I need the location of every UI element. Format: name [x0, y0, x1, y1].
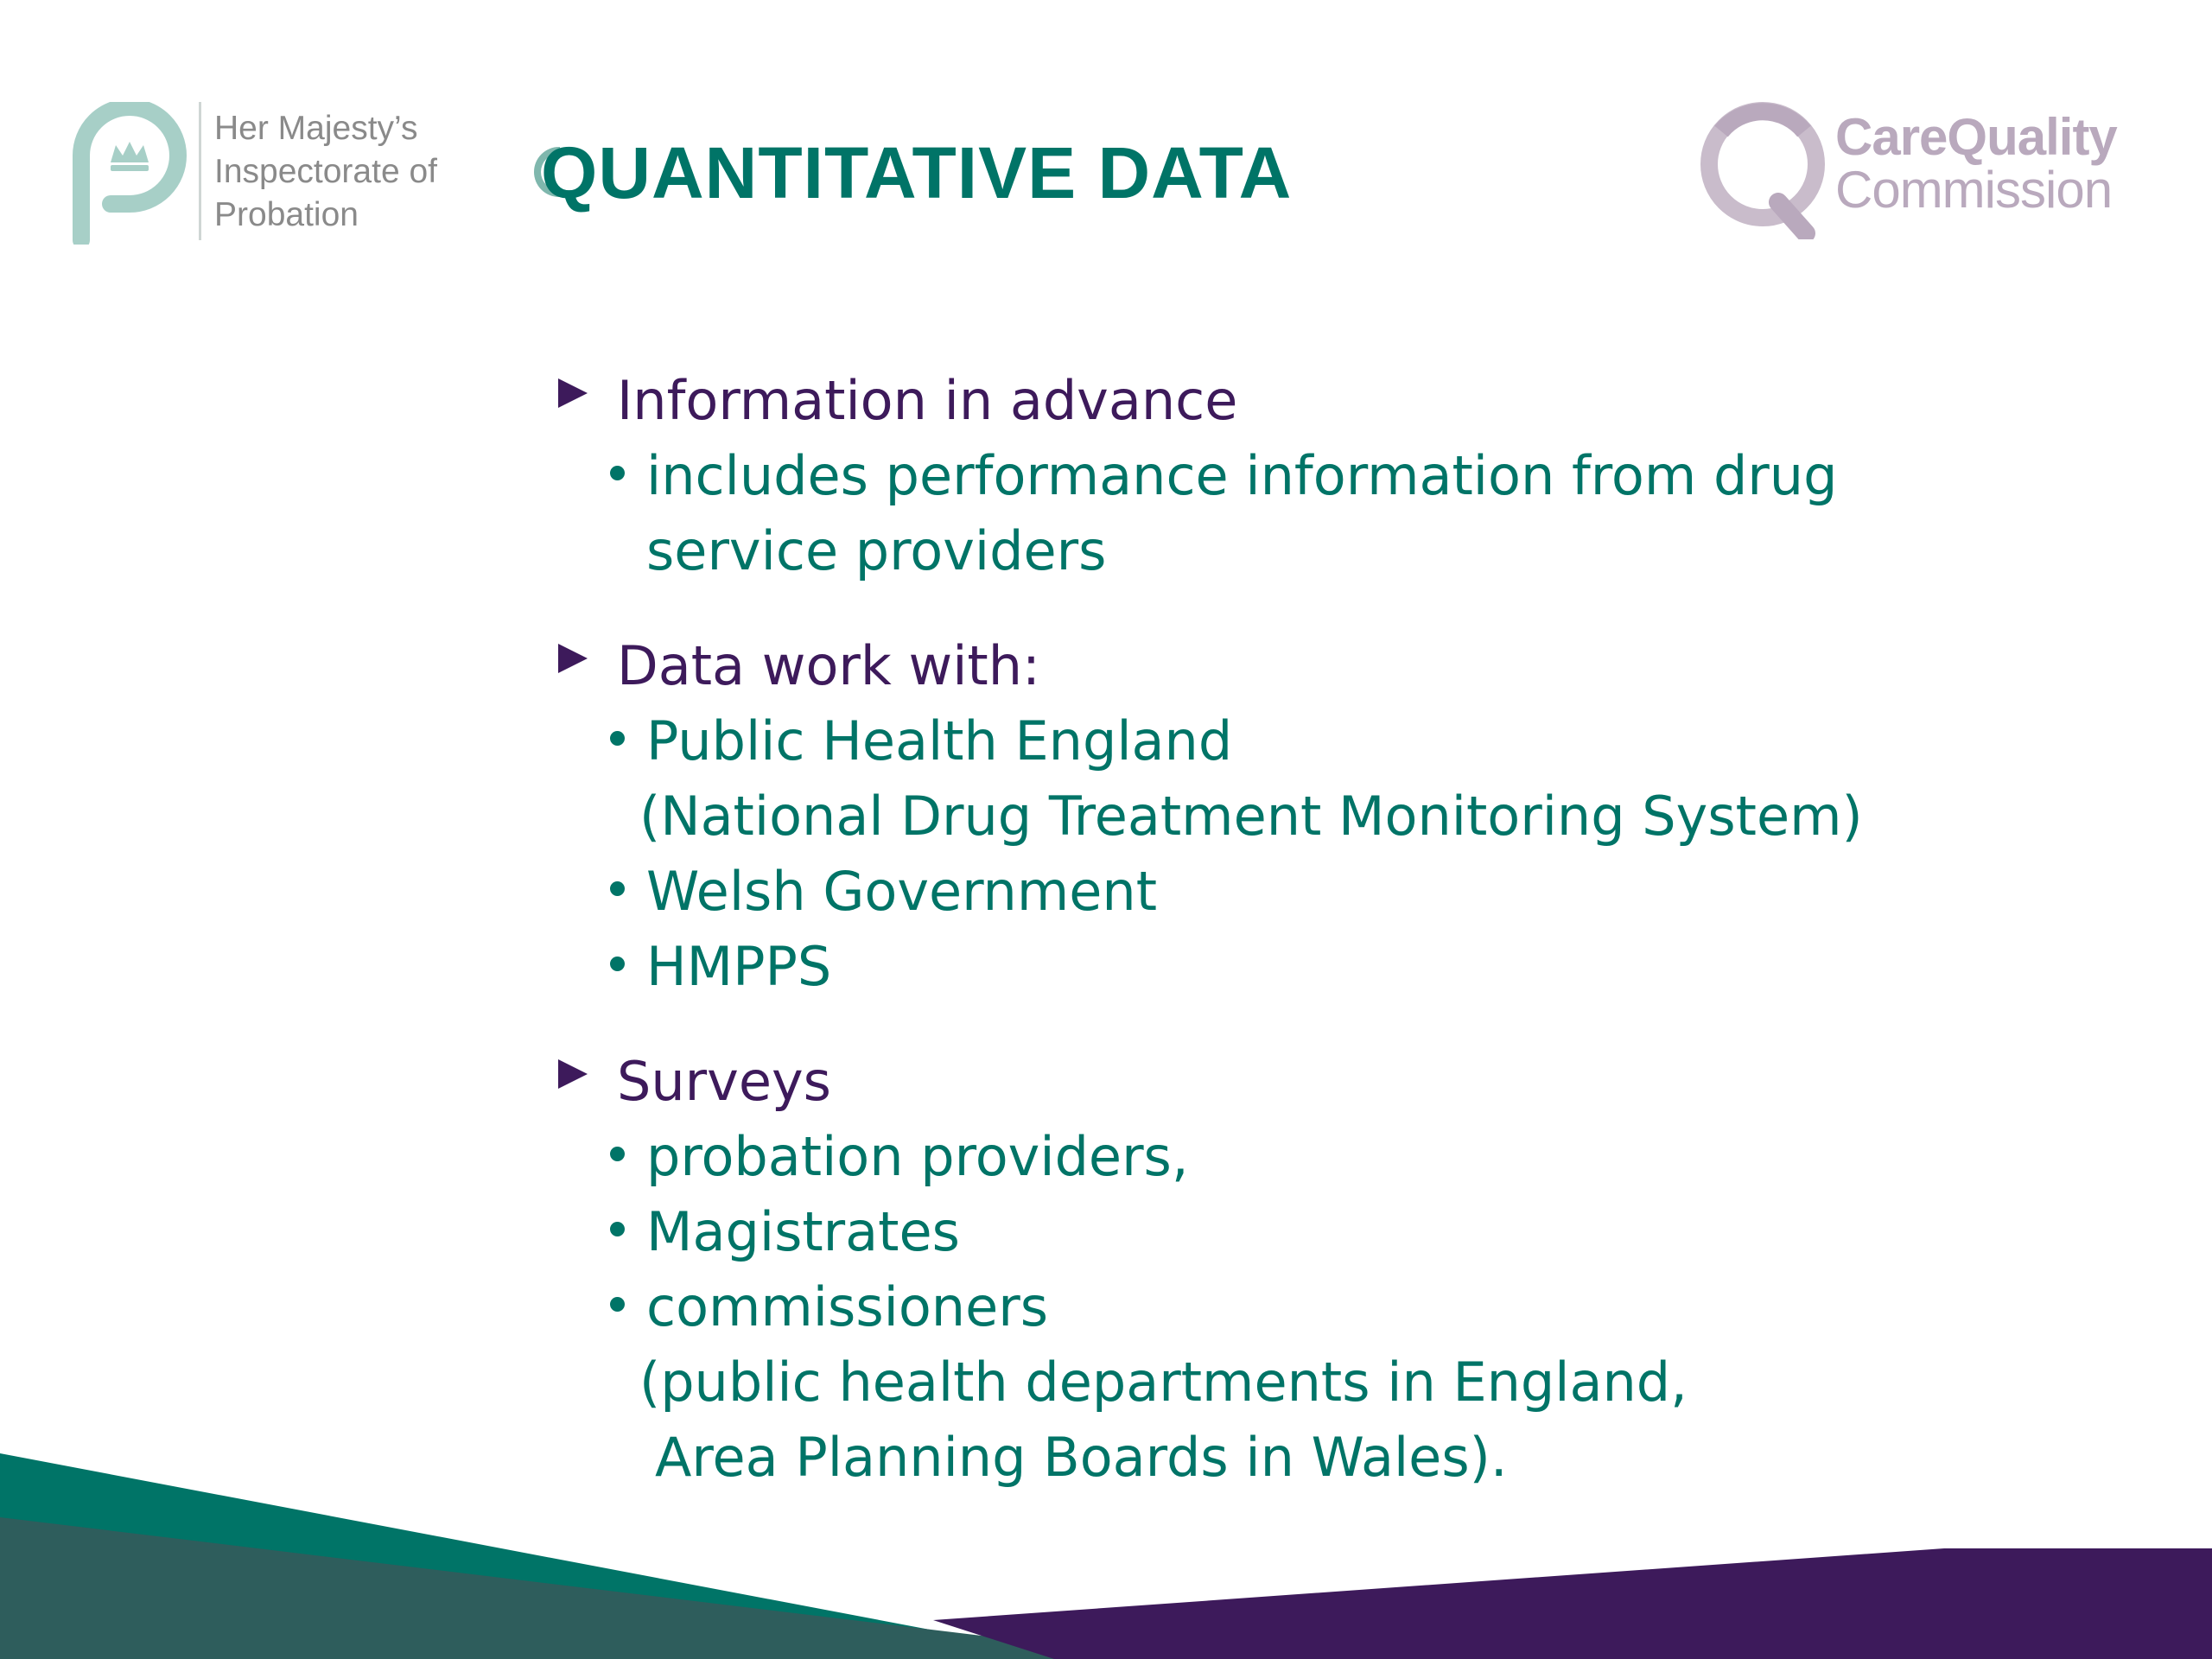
logo-divider — [199, 102, 201, 240]
bullet-list: probation providers, Magistrates commiss… — [553, 1119, 2108, 1495]
section-data-work: Data work with: Public Health England (N… — [553, 628, 2108, 1004]
section-label: Surveys — [617, 1050, 831, 1113]
section-information: Information in advance includes performa… — [553, 363, 2108, 588]
triangle-bullet-icon — [558, 1059, 588, 1089]
section-surveys: Surveys probation providers, Magistrates… — [553, 1044, 2108, 1495]
bullet-list: Public Health England (National Drug Tre… — [553, 703, 2108, 1004]
footer-band-dark-teal — [0, 1517, 1175, 1659]
crown-p-icon — [73, 102, 187, 245]
list-item: Magistrates — [553, 1194, 2108, 1269]
hmip-logo-text: Her Majesty’s Inspectorate of Probation — [214, 107, 437, 237]
hmip-logo: Her Majesty’s Inspectorate of Probation — [73, 102, 479, 245]
bullet-content: Information in advance includes performa… — [553, 363, 2108, 1535]
footer-band-purple — [933, 1548, 2212, 1659]
list-item: includes performance information from dr… — [553, 438, 2108, 513]
list-item-continuation: Area Planning Boards in Wales). — [655, 1426, 1508, 1489]
slide-title: QUANTITATIVE DATA — [541, 132, 1293, 213]
list-item: probation providers, — [553, 1119, 2108, 1194]
list-item: Welsh Government — [553, 854, 2108, 929]
footer-bands — [0, 1453, 2212, 1659]
list-item: commissioners — [553, 1269, 2108, 1344]
section-label: Data work with: — [617, 634, 1040, 697]
triangle-bullet-icon — [558, 378, 588, 408]
cqc-logo-line: Commission — [1835, 161, 2113, 219]
list-item-continuation: (public health departments in England, — [639, 1351, 1688, 1414]
hmip-logo-line: Probation — [214, 196, 359, 233]
triangle-bullet-icon — [558, 644, 588, 673]
bullet-list: includes performance information from dr… — [553, 438, 2108, 588]
section-label: Information in advance — [617, 369, 1238, 432]
hmip-logo-line: Inspectorate of — [214, 153, 437, 190]
cqc-logo-text: CareQuality Commission — [1835, 108, 2118, 219]
title-accent-mark — [534, 147, 560, 197]
hmip-logo-line: Her Majesty’s — [214, 110, 418, 147]
section-heading: Surveys — [553, 1044, 2108, 1119]
list-item-continuation: (National Drug Treatment Monitoring Syst… — [639, 785, 1863, 848]
list-item: HMPPS — [553, 929, 2108, 1004]
cqc-logo-line: CareQuality — [1835, 108, 2118, 166]
section-heading: Information in advance — [553, 363, 2108, 438]
cqc-logo: CareQuality Commission — [1695, 97, 2145, 239]
list-item: Public Health England — [553, 703, 2108, 779]
list-item-continuation: service providers — [646, 519, 1107, 582]
section-heading: Data work with: — [553, 628, 2108, 703]
q-icon — [1700, 102, 1825, 239]
